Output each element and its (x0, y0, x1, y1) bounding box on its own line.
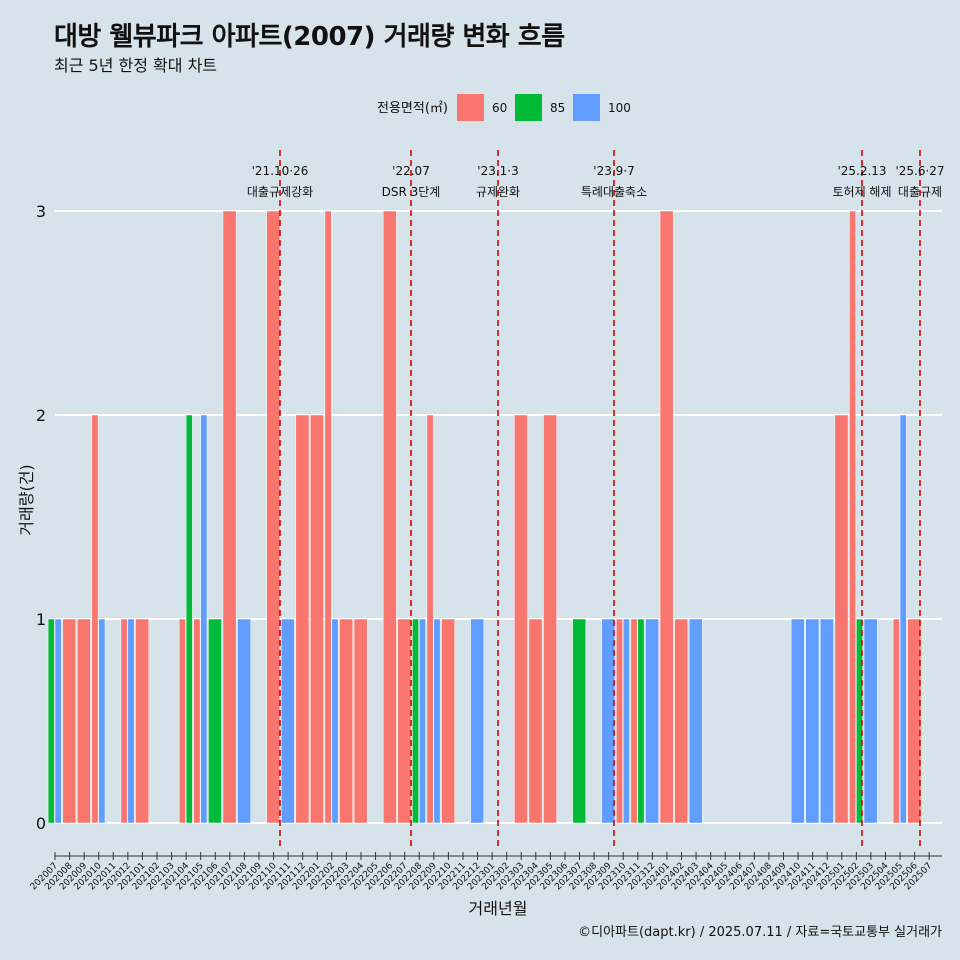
bar-60-202207 (397, 618, 412, 824)
bar-60-202010 (91, 414, 99, 824)
bar-100-202105 (200, 414, 208, 824)
bar-60-202401 (659, 210, 674, 824)
bar-60-202107 (222, 210, 237, 824)
bar-60-202501 (834, 414, 849, 824)
bar-100-202202 (331, 618, 339, 824)
bar-60-202203 (339, 618, 353, 824)
bar-60-202206 (382, 210, 397, 824)
bar-100-202411 (805, 618, 820, 824)
bar-85-202106 (208, 618, 222, 824)
bar-60-202204 (353, 618, 368, 824)
bar-60-202202 (324, 210, 332, 824)
legend: 전용면적(㎡) 60 85 100 (377, 94, 631, 121)
bar-60-202009 (76, 618, 91, 824)
bar-100-202410 (790, 618, 805, 824)
y-tick-label: 2 (36, 406, 46, 425)
legend-label-60: 60 (492, 101, 507, 115)
bar-85-202104 (185, 414, 193, 824)
event-label: DSR 3단계 (382, 185, 441, 199)
bar-85-202307 (572, 618, 587, 824)
event-label: 특례대출축소 (581, 185, 647, 199)
bar-100-202312 (645, 618, 659, 824)
bar-60-202105 (193, 618, 201, 824)
legend-title: 전용면적(㎡) (377, 101, 448, 116)
chart-title: 대방 웰뷰파크 아파트(2007) 거래량 변화 흐름 (54, 22, 565, 52)
bar-100-202309 (601, 618, 616, 824)
bar-100-202412 (820, 618, 834, 824)
bar-60-202201 (310, 414, 324, 824)
bar-100-202012 (127, 618, 135, 824)
bar-60-202402 (674, 618, 689, 824)
bar-60-202209 (426, 414, 434, 824)
event-label: 토허제 해제 (832, 185, 891, 199)
bar-60-202101 (135, 618, 149, 824)
bar-60-202104 (178, 618, 186, 824)
event-date-label: '22.07 (392, 164, 430, 178)
legend-key-60 (457, 94, 484, 121)
bar-60-202112 (295, 414, 310, 824)
event-date-label: '21.10·26 (252, 164, 309, 178)
y-tick-label: 0 (36, 814, 46, 833)
bar-100-202208 (419, 618, 426, 824)
bar-60-202008 (62, 618, 77, 824)
bar-85-202007 (47, 618, 55, 824)
bar-100-202212 (470, 618, 485, 824)
legend-key-85 (515, 94, 542, 121)
event-date-label: '25.6·27 (895, 164, 944, 178)
chart-subtitle: 최근 5년 한정 확대 차트 (54, 56, 218, 75)
x-axis-title: 거래년월 (469, 899, 528, 918)
axes: 0123202007202008202009202010202011202012… (29, 202, 942, 892)
bar-60-202505 (892, 618, 900, 824)
y-axis-title: 거래량(건) (17, 464, 36, 535)
bar-60-202305 (543, 414, 557, 824)
bar-60-202304 (528, 618, 543, 824)
legend-key-100 (573, 94, 600, 121)
source-caption: ©디아파트(dapt.kr) / 2025.07.11 / 자료=국토교통부 실… (578, 925, 942, 940)
bar-100-202505 (899, 414, 907, 824)
bar-60-202506 (907, 618, 922, 824)
event-label: 대출규제 (898, 185, 942, 199)
bar-60-202012 (120, 618, 128, 824)
bar-85-202208 (412, 618, 419, 824)
bar-100-202108 (237, 618, 251, 824)
y-tick-label: 3 (36, 202, 46, 221)
bar-60-202210 (441, 618, 455, 824)
bar-100-202010 (98, 618, 106, 824)
bar-60-202502 (849, 210, 857, 824)
bar-100-202007 (54, 618, 62, 824)
event-date-label: '25.2.13 (837, 164, 886, 178)
legend-label-100: 100 (608, 101, 631, 115)
bar-60-202311 (630, 618, 638, 824)
bar-100-202209 (433, 618, 441, 824)
bar-100-202310 (622, 618, 630, 824)
event-label: 규제완화 (476, 185, 520, 199)
bar-100-202403 (688, 618, 703, 824)
bar-60-202303 (514, 414, 528, 824)
event-date-label: '23.1·3 (477, 164, 518, 178)
bar-85-202311 (637, 618, 645, 824)
bar-60-202310 (616, 618, 623, 824)
y-tick-label: 1 (36, 610, 46, 629)
event-label: 대출규제강화 (247, 185, 313, 199)
event-date-label: '23.9·7 (593, 164, 634, 178)
bar-100-202111 (280, 618, 295, 824)
legend-label-85: 85 (550, 101, 565, 115)
bar-100-202503 (863, 618, 878, 824)
bars (47, 210, 922, 824)
event-lines: '21.10·26 대출규제강화 '22.07 DSR 3단계 '23.1·3 규제완화 '… (247, 150, 945, 848)
bar-60-202110 (266, 210, 281, 824)
